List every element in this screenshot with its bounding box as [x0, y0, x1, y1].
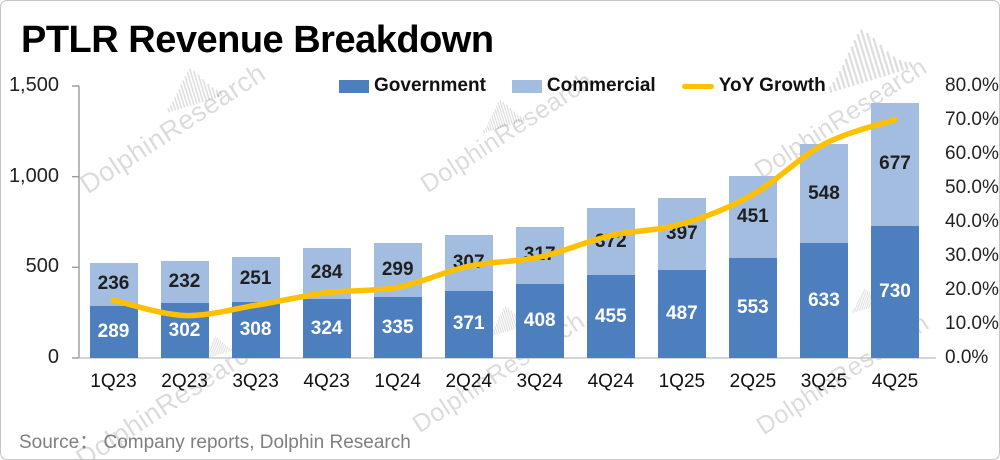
legend-item-government: Government — [339, 75, 486, 97]
x-axis-tick: 3Q24 — [516, 371, 563, 392]
y-axis-right-tick: 60.0% — [945, 143, 999, 164]
bar-label-commercial: 677 — [879, 153, 911, 175]
y-axis-left-tick: 0 — [47, 346, 59, 368]
x-axis-tick: 4Q23 — [303, 371, 350, 392]
y-axis-right-tick: 20.0% — [945, 279, 999, 300]
bar-label-commercial: 284 — [310, 262, 343, 284]
bar-label-government: 371 — [452, 313, 485, 335]
y-axis-right-tick: 50.0% — [945, 177, 999, 198]
y-axis-right-tick: 30.0% — [945, 245, 999, 266]
legend-label: Commercial — [546, 75, 656, 96]
bar-label-government: 302 — [168, 319, 201, 341]
y-axis-right-tick: 0.0% — [945, 347, 989, 368]
x-axis-tick: 4Q25 — [871, 371, 919, 392]
bar-label-government: 633 — [808, 289, 840, 311]
legend-item-commercial: Commercial — [511, 75, 656, 97]
legend-label: Government — [374, 75, 486, 96]
bar-label-government: 455 — [594, 305, 627, 327]
y-axis-right-tick: 10.0% — [945, 313, 999, 334]
y-axis-right-tick: 80.0% — [945, 75, 999, 96]
y-axis-right-tick: 40.0% — [945, 211, 999, 232]
y-axis-left-tick: 500 — [25, 255, 59, 278]
x-axis-tick: 2Q24 — [445, 371, 492, 392]
bar-label-commercial: 372 — [594, 230, 627, 252]
bar-label-government: 289 — [97, 320, 130, 342]
dolphin-logo-watermark — [158, 61, 224, 113]
chart-title: PTLR Revenue Breakdown — [21, 19, 494, 61]
bar-label-government: 487 — [666, 302, 698, 324]
bar-label-government: 730 — [879, 280, 911, 302]
legend-color-swatch — [339, 79, 369, 93]
x-axis-tick: 2Q25 — [729, 371, 777, 392]
bar-label-government: 553 — [737, 296, 769, 318]
x-axis-tick: 3Q23 — [232, 371, 279, 392]
y-axis-left-tick: 1,500 — [8, 74, 59, 96]
x-axis-tick: 4Q24 — [587, 371, 635, 392]
bar-label-government: 308 — [239, 319, 272, 341]
bar-label-commercial: 397 — [666, 222, 698, 244]
bar-label-commercial: 307 — [452, 251, 485, 273]
bar-label-commercial: 548 — [808, 182, 840, 204]
x-axis-tick: 3Q25 — [800, 371, 848, 392]
bar-label-commercial: 299 — [381, 259, 414, 281]
legend-label: YoY Growth — [718, 75, 826, 96]
bar-label-commercial: 451 — [737, 205, 769, 227]
bar-label-commercial: 251 — [239, 268, 272, 290]
bar-label-commercial: 236 — [97, 273, 130, 295]
y-axis-right-tick: 70.0% — [945, 109, 999, 130]
bar-label-government: 335 — [381, 316, 414, 338]
bar-label-commercial: 317 — [523, 244, 556, 266]
chart-legend: Government Commercial YoY Growth — [339, 75, 826, 97]
legend-line-sample — [681, 83, 714, 89]
x-axis-tick: 2Q23 — [161, 371, 208, 392]
x-axis-tick: 1Q23 — [90, 371, 137, 392]
bar-label-government: 408 — [523, 310, 556, 331]
legend-item-yoy-growth: YoY Growth — [681, 75, 826, 97]
bar-label-commercial: 232 — [168, 271, 201, 293]
dolphin-logo-watermark — [815, 19, 911, 93]
y-axis-left-tick: 1,000 — [8, 164, 59, 187]
bar-label-government: 324 — [310, 317, 343, 339]
x-axis-tick: 1Q24 — [374, 371, 421, 392]
source-note: Source： Company reports, Dolphin Researc… — [19, 432, 411, 453]
dolphin-logo-watermark — [199, 333, 233, 360]
x-axis-tick: 1Q25 — [658, 371, 706, 392]
legend-color-swatch — [511, 79, 542, 93]
